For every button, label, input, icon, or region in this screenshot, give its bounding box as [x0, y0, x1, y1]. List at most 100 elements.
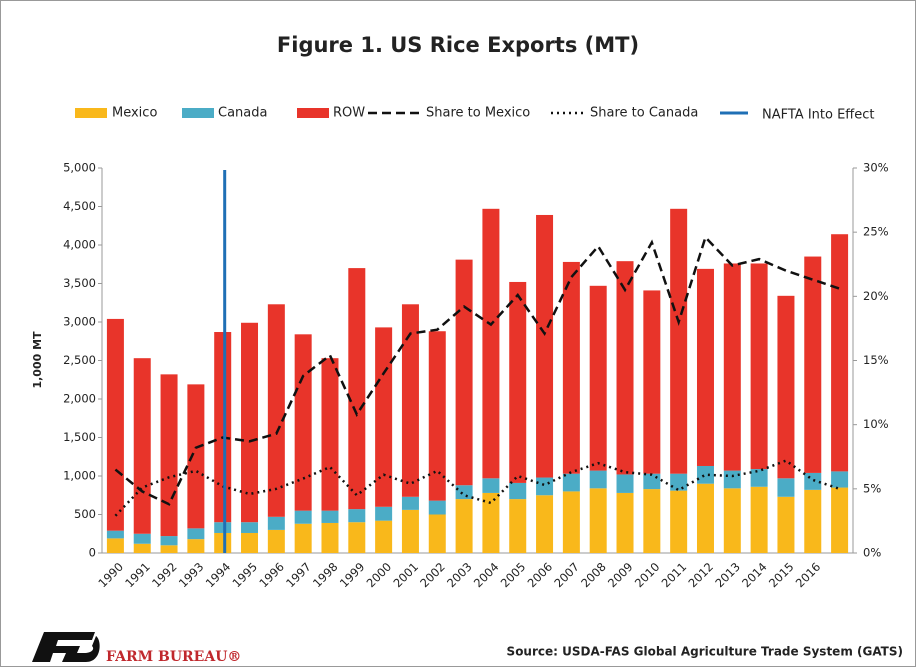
bar-segment	[616, 492, 634, 553]
legend-swatch	[75, 108, 107, 118]
bar-segment	[804, 472, 822, 490]
y-axis-label: 1,000 MT	[31, 331, 44, 389]
bar-segment	[643, 473, 661, 490]
y2-tick-label: 30%	[863, 161, 889, 175]
y-tick-label: 2,500	[63, 353, 96, 367]
bar-segment	[321, 522, 339, 553]
y-tick-label: 1,500	[63, 430, 96, 444]
logo-text: FARM BUREAU®	[106, 649, 241, 665]
bar-segment	[455, 259, 473, 486]
bar-segment	[589, 285, 607, 471]
chart-title: Figure 1. US Rice Exports (MT)	[277, 33, 639, 57]
bar-segment	[455, 499, 473, 553]
legend-label: Share to Canada	[590, 106, 698, 121]
bar-segment	[428, 514, 446, 553]
bar-segment	[214, 532, 232, 553]
bar-segment	[267, 516, 285, 530]
bar-segment	[750, 486, 768, 553]
bar-segment	[160, 536, 178, 546]
share-line	[114, 459, 840, 517]
y-tick-label: 5,000	[63, 161, 96, 175]
bar-segment	[294, 523, 312, 553]
bar-segment	[509, 482, 527, 500]
bar-segment	[375, 520, 393, 553]
bar-segment	[428, 331, 446, 501]
bar-segment	[804, 256, 822, 473]
y2-tick-label: 5%	[863, 481, 881, 495]
bar-segment	[401, 496, 419, 510]
bar-segment	[696, 483, 714, 553]
bar-segment	[482, 478, 500, 493]
bar-segment	[187, 539, 205, 553]
bar-segment	[348, 268, 366, 510]
bar-segment	[696, 465, 714, 484]
bar-segment	[375, 327, 393, 507]
bar-segment	[267, 529, 285, 553]
legend-label: Mexico	[112, 106, 157, 121]
bar-segment	[536, 214, 554, 478]
bar-segment	[777, 295, 795, 479]
y2-tick-label: 15%	[863, 353, 889, 367]
bar-segment	[750, 263, 768, 470]
bar-segment	[241, 532, 259, 553]
bar-segment	[616, 474, 634, 493]
share-line	[114, 234, 840, 506]
bar-segment	[294, 510, 312, 524]
bar-segment	[670, 490, 688, 553]
y2-tick-label: 20%	[863, 289, 889, 303]
bar-segment	[509, 499, 527, 553]
y-tick-label: 500	[74, 507, 96, 521]
bar-segment	[160, 545, 178, 553]
bar-segment	[214, 522, 232, 533]
y-tick-label: 3,500	[63, 276, 96, 290]
bar-segment	[643, 489, 661, 553]
source-note: Source: USDA-FAS Global Agriculture Trad…	[507, 645, 903, 659]
bar-segment	[777, 478, 795, 497]
bar-segment	[401, 304, 419, 497]
bar-segment	[589, 488, 607, 553]
bar-segment	[482, 492, 500, 553]
bar-segment	[375, 506, 393, 521]
bar-segment	[428, 500, 446, 515]
bar-segment	[777, 496, 795, 553]
y-tick-label: 4,000	[63, 238, 96, 252]
bar-segment	[562, 261, 580, 474]
bar-segment	[804, 489, 822, 553]
y2-tick-label: 0%	[863, 546, 881, 560]
bar-segment	[348, 509, 366, 523]
bar-segment	[133, 543, 151, 553]
logo-icon	[32, 632, 100, 662]
bar-segment	[106, 538, 124, 553]
bar-segment	[509, 281, 527, 483]
bar-segment	[482, 208, 500, 479]
bar-segment	[831, 234, 849, 472]
bar-segment	[321, 510, 339, 523]
bar-segment	[241, 522, 259, 533]
bar-segment	[133, 533, 151, 544]
y-tick-label: 1,000	[63, 469, 96, 483]
bar-segment	[696, 268, 714, 466]
bar-segment	[160, 374, 178, 537]
y-tick-label: 0	[89, 546, 96, 560]
y-tick-label: 3,000	[63, 315, 96, 329]
bar-segment	[294, 334, 312, 511]
bar-segment	[455, 485, 473, 500]
bar-segment	[562, 491, 580, 553]
bar-segment	[723, 470, 741, 489]
bar-segment	[562, 473, 580, 492]
bar-segment	[536, 495, 554, 553]
legend-label: NAFTA Into Effect	[762, 108, 875, 123]
y2-tick-label: 25%	[863, 225, 889, 239]
y2-tick-label: 10%	[863, 417, 889, 431]
bar-segment	[831, 487, 849, 553]
legend-label: Share to Mexico	[426, 106, 530, 121]
bar-segment	[831, 471, 849, 488]
bar-segment	[348, 522, 366, 553]
legend-label: ROW	[333, 106, 365, 121]
bar-segment	[670, 473, 688, 491]
bar-segment	[643, 290, 661, 474]
bar-segment	[401, 509, 419, 553]
bar-segment	[267, 304, 285, 517]
legend-swatch	[182, 108, 214, 118]
